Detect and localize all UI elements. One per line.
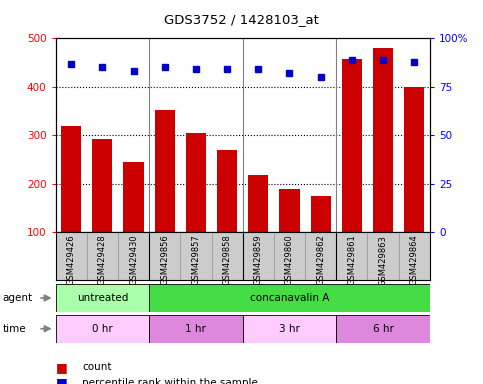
Bar: [149, 284, 430, 312]
Bar: [373, 48, 393, 232]
Bar: [217, 150, 237, 232]
Text: GSM429861: GSM429861: [347, 235, 356, 285]
Bar: [186, 133, 206, 232]
Bar: [311, 196, 331, 232]
Text: GSM429428: GSM429428: [98, 235, 107, 285]
Text: percentile rank within the sample: percentile rank within the sample: [82, 378, 258, 384]
Bar: [248, 175, 269, 232]
Text: GSM429864: GSM429864: [410, 235, 419, 285]
Text: GSM429860: GSM429860: [285, 235, 294, 285]
Bar: [56, 315, 149, 343]
Text: time: time: [2, 324, 26, 334]
Text: GDS3752 / 1428103_at: GDS3752 / 1428103_at: [164, 13, 319, 26]
Text: GSM429857: GSM429857: [191, 235, 200, 285]
Bar: [279, 189, 299, 232]
Text: agent: agent: [2, 293, 32, 303]
Text: concanavalin A: concanavalin A: [250, 293, 329, 303]
Text: GSM429426: GSM429426: [67, 235, 76, 285]
Bar: [61, 126, 81, 232]
Bar: [149, 315, 242, 343]
Text: GSM429863: GSM429863: [379, 235, 387, 286]
Bar: [404, 87, 425, 232]
Text: 1 hr: 1 hr: [185, 324, 206, 334]
Text: ■: ■: [56, 376, 67, 384]
Text: 3 hr: 3 hr: [279, 324, 300, 334]
Text: GSM429858: GSM429858: [223, 235, 232, 285]
Bar: [242, 315, 336, 343]
Text: count: count: [82, 362, 112, 372]
Bar: [92, 139, 113, 232]
Bar: [342, 59, 362, 232]
Bar: [123, 162, 143, 232]
Bar: [155, 110, 175, 232]
Text: 0 hr: 0 hr: [92, 324, 113, 334]
Text: GSM429862: GSM429862: [316, 235, 325, 285]
Bar: [56, 284, 149, 312]
Text: 6 hr: 6 hr: [373, 324, 394, 334]
Text: ■: ■: [56, 361, 67, 374]
Text: GSM429859: GSM429859: [254, 235, 263, 285]
Text: GSM429856: GSM429856: [160, 235, 169, 285]
Text: untreated: untreated: [77, 293, 128, 303]
Text: GSM429430: GSM429430: [129, 235, 138, 285]
Bar: [336, 315, 430, 343]
